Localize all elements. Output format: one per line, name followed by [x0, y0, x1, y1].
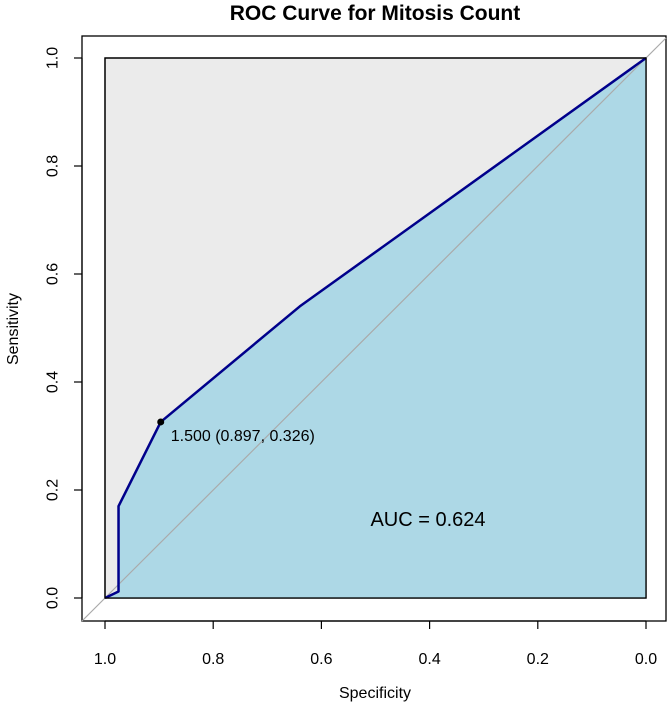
x-tick-label: 0.4 [418, 651, 440, 668]
chance-diagonal [81, 37, 667, 622]
y-tick-label: 0.0 [45, 587, 62, 609]
chart-title: ROC Curve for Mitosis Count [230, 2, 521, 25]
y-tick-label: 0.4 [45, 371, 62, 393]
y-tick-label: 0.8 [45, 155, 62, 177]
x-tick-label: 1.0 [94, 651, 116, 668]
x-axis: 1.0 0.8 0.6 0.4 0.2 0.0 [94, 620, 657, 668]
plot-border [104, 57, 647, 599]
threshold-point [157, 418, 165, 426]
x-tick-label: 0.0 [635, 651, 657, 668]
y-axis: 0.0 0.2 0.4 0.6 0.8 1.0 [45, 47, 83, 609]
y-tick-label: 0.2 [45, 479, 62, 501]
auc-label: AUC = 0.624 [370, 509, 485, 531]
roc-curve-line [104, 56, 647, 600]
x-tick-label: 0.8 [202, 651, 224, 668]
y-axis-title: Sensitivity [5, 293, 22, 365]
y-tick-label: 1.0 [45, 47, 62, 69]
threshold-label: 1.500 (0.897, 0.326) [171, 428, 315, 445]
y-tick-label: 0.6 [45, 263, 62, 285]
x-tick-label: 0.2 [527, 651, 549, 668]
x-tick-label: 0.6 [310, 651, 332, 668]
x-axis-title: Specificity [339, 685, 411, 702]
